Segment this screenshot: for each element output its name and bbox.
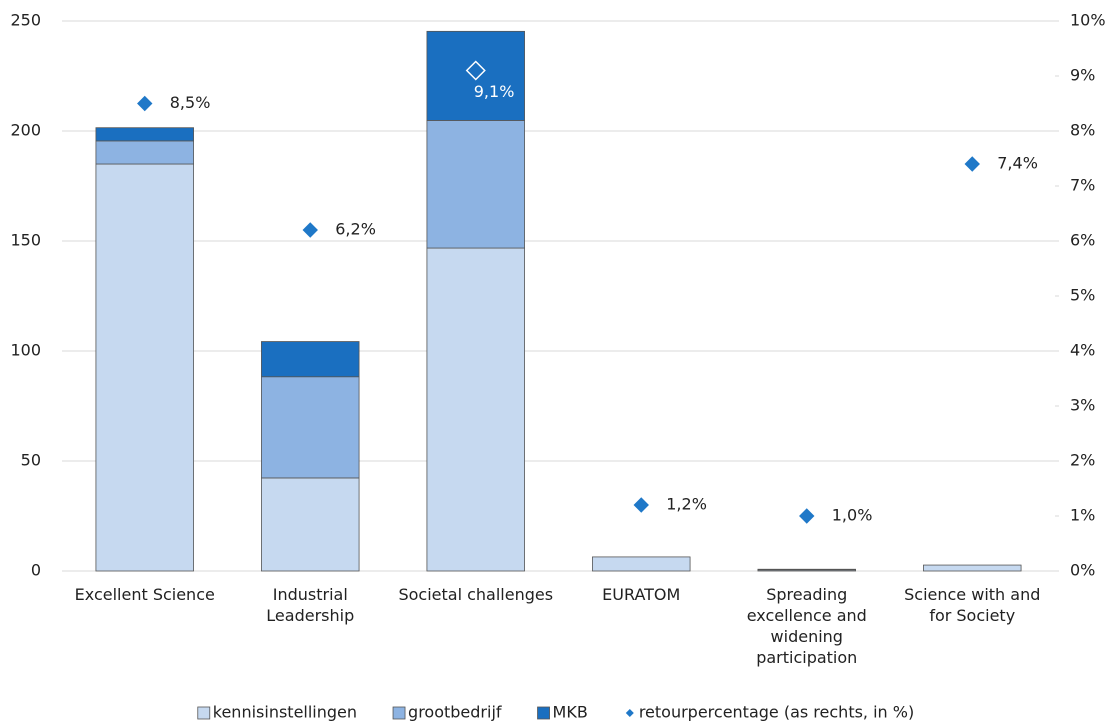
legend-swatch xyxy=(197,706,211,720)
marker xyxy=(633,497,649,513)
y-tick-label: 250 xyxy=(10,11,41,30)
bar xyxy=(426,30,525,121)
y2-tick-label: 6% xyxy=(1070,231,1095,250)
y2-tick-label: 3% xyxy=(1070,396,1095,415)
marker xyxy=(964,156,980,172)
bar xyxy=(592,556,691,572)
marker xyxy=(137,95,153,112)
bar xyxy=(426,247,525,572)
data-label: 1,0% xyxy=(832,506,873,525)
y2-tick-label: 4% xyxy=(1070,341,1095,360)
x-tick-label: Industrial Leadership xyxy=(266,585,355,625)
legend-label: kennisinstellingen xyxy=(213,703,357,722)
data-label: 6,2% xyxy=(335,220,376,239)
x-tick-label: Societal challenges xyxy=(398,585,554,604)
bar xyxy=(95,163,194,572)
legend-swatch xyxy=(392,706,406,720)
legend-label: retourpercentage (as rechts, in %) xyxy=(639,703,914,722)
bar xyxy=(261,376,360,479)
y2-tick-label: 0% xyxy=(1070,561,1095,580)
data-label: 9,1% xyxy=(474,82,515,101)
bar xyxy=(261,341,360,378)
y2-tick-label: 9% xyxy=(1070,66,1095,85)
y2-tick-label: 8% xyxy=(1070,121,1095,140)
data-label: 7,4% xyxy=(997,154,1038,173)
marker xyxy=(799,508,815,524)
x-tick-label: EURATOM xyxy=(602,585,681,604)
y-tick-label: 150 xyxy=(10,231,41,250)
marker xyxy=(465,60,486,81)
bar xyxy=(923,564,1022,572)
y2-tick-label: 7% xyxy=(1070,176,1095,195)
bar xyxy=(426,120,525,249)
x-tick-label: Spreading excellence and widening partic… xyxy=(746,585,867,667)
x-tick-label: Science with and for Society xyxy=(904,585,1041,625)
y-tick-label: 50 xyxy=(21,451,41,470)
legend-label: grootbedrijf xyxy=(408,703,502,722)
data-label: 1,2% xyxy=(666,495,707,514)
y2-tick-label: 1% xyxy=(1070,506,1095,525)
legend-label: MKB xyxy=(553,703,588,722)
data-label: 8,5% xyxy=(170,93,211,112)
y2-tick-label: 5% xyxy=(1070,286,1095,305)
y-tick-label: 200 xyxy=(10,121,41,140)
y2-tick-label: 10% xyxy=(1070,11,1106,30)
x-tick-label: Excellent Science xyxy=(74,585,215,604)
y2-tick-label: 2% xyxy=(1070,451,1095,470)
legend-marker xyxy=(625,709,634,717)
bar xyxy=(95,127,194,142)
legend-swatch xyxy=(537,706,550,720)
y-tick-label: 100 xyxy=(10,341,41,360)
marker xyxy=(302,222,318,238)
bar xyxy=(261,477,360,572)
y-tick-label: 0 xyxy=(31,561,41,580)
bar xyxy=(95,140,194,165)
